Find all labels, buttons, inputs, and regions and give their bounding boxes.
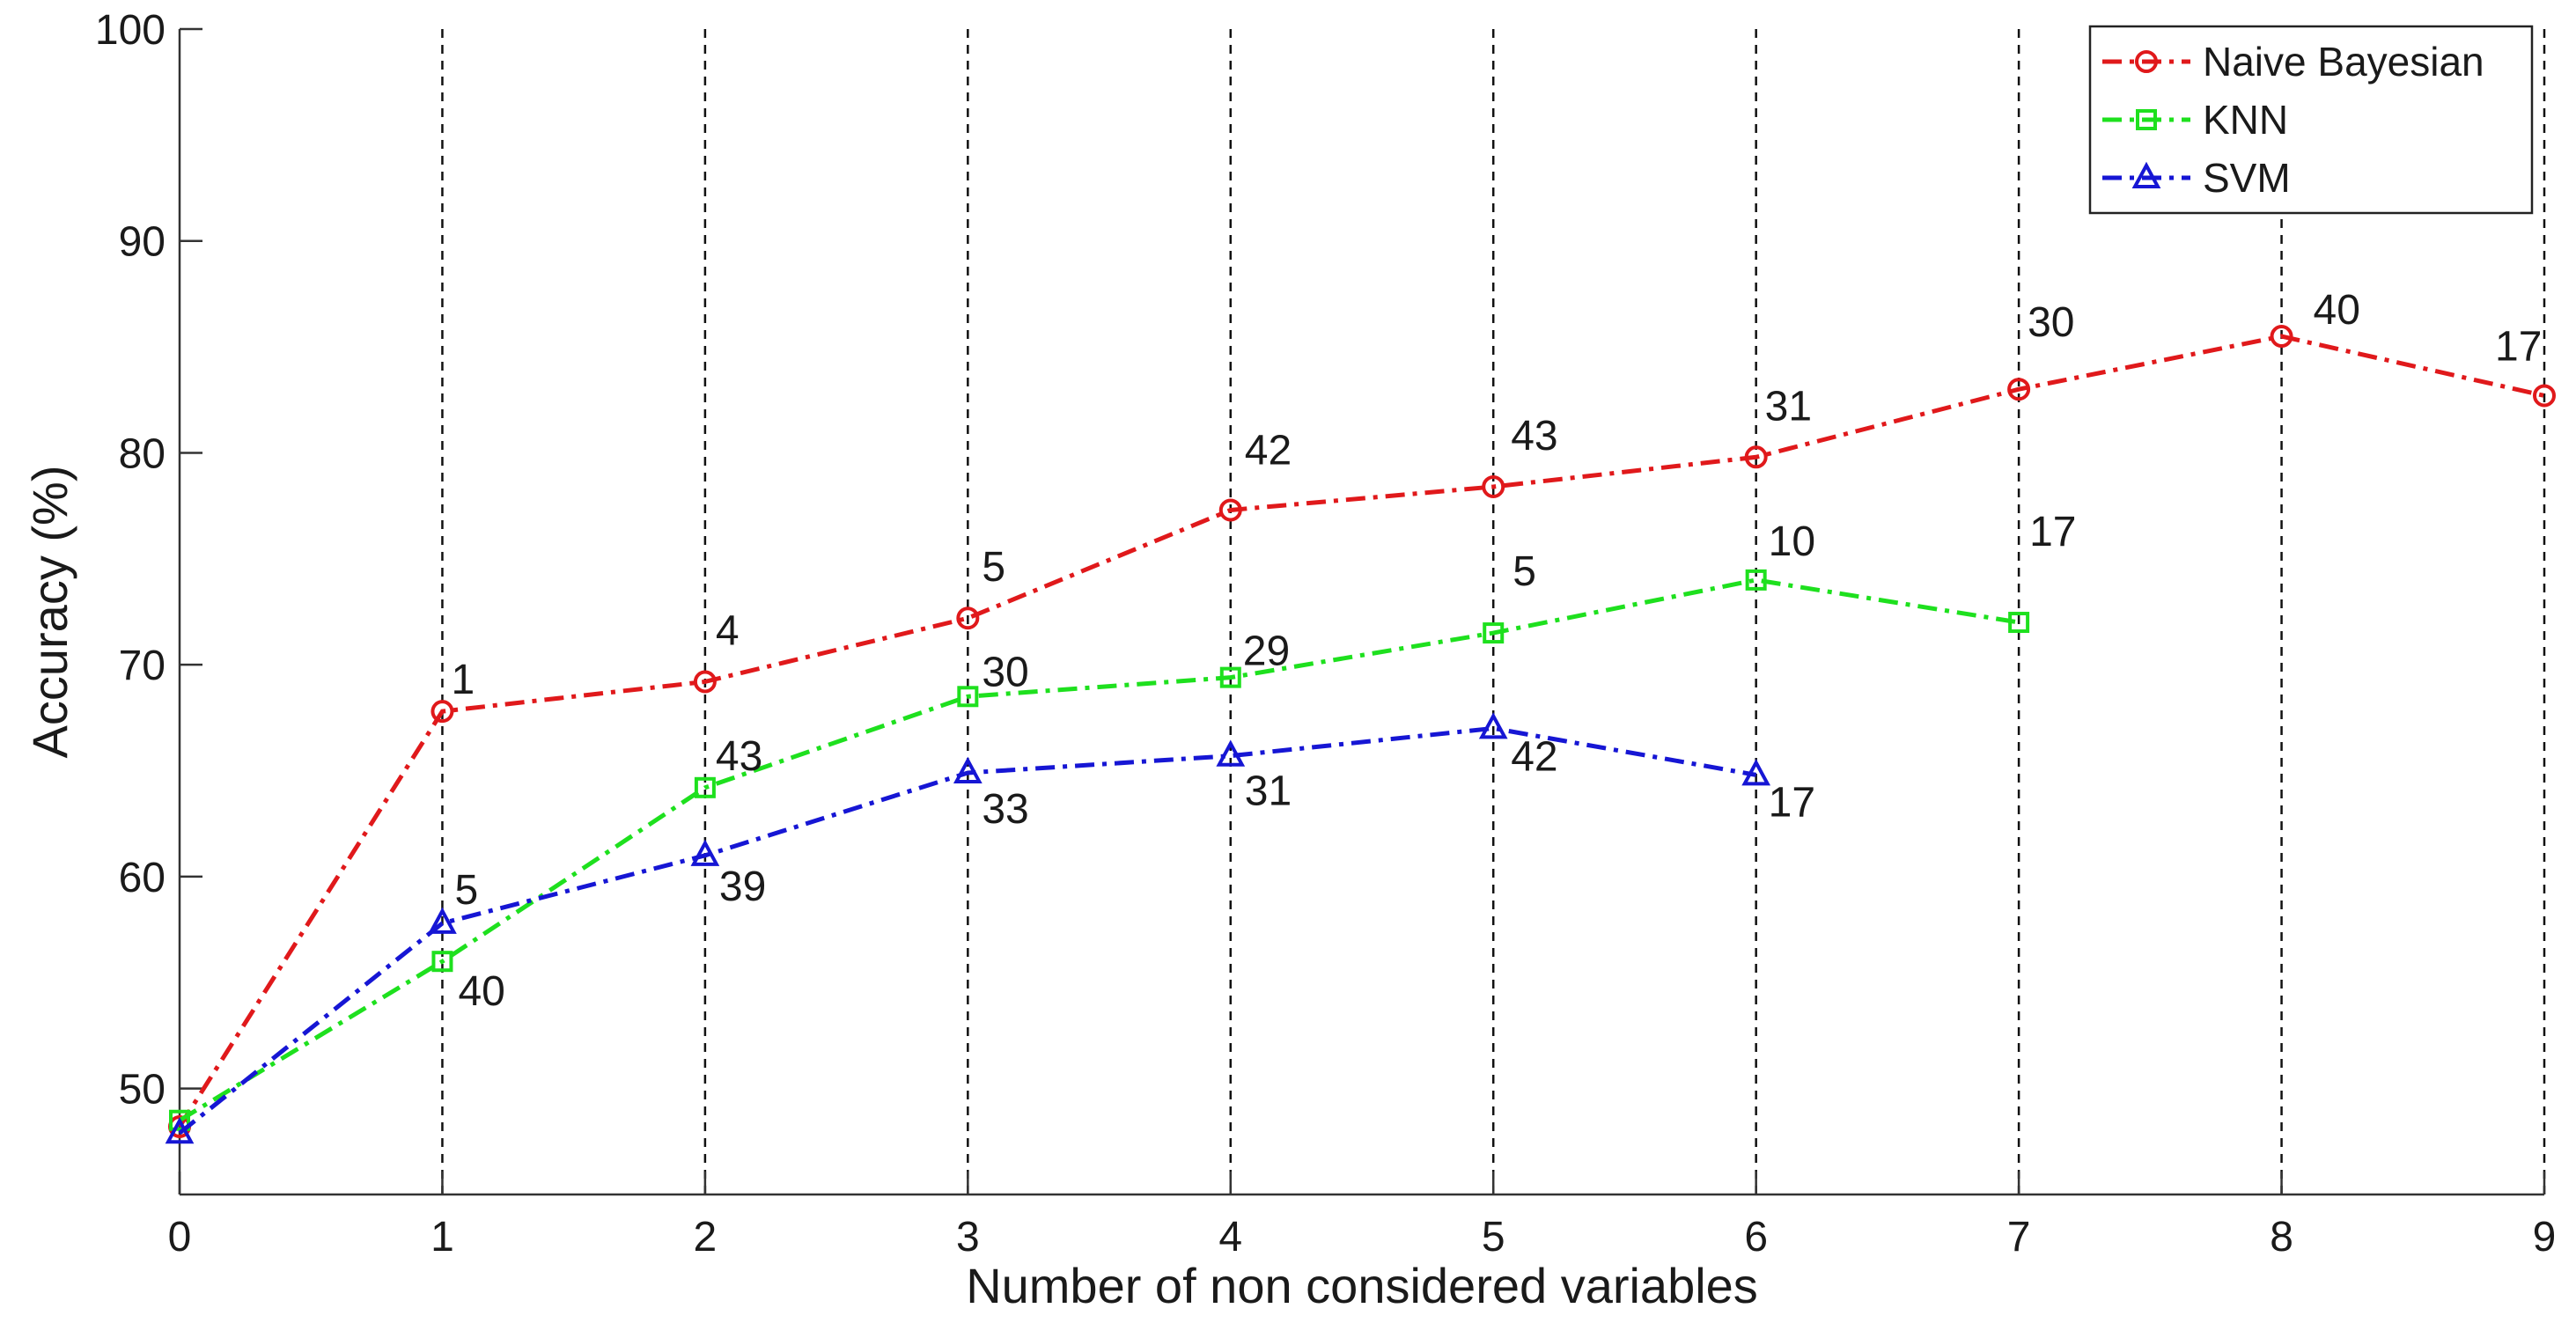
data-label: 17	[2495, 323, 2542, 370]
legend-label: SVM	[2203, 155, 2291, 201]
data-point	[694, 776, 716, 798]
data-point	[431, 700, 454, 724]
series-line	[177, 334, 2545, 1128]
grid-layer	[441, 29, 2546, 1194]
point-labels-layer: 1 4 5 42 43 31 30 40 17 40 43 30 29 5 10 17 5 39 33 31 42 17	[451, 287, 2542, 1015]
data-label: 4	[716, 607, 740, 654]
y-tick-label: 90	[119, 219, 166, 266]
series-svm	[165, 712, 1771, 1144]
data-point	[1216, 739, 1246, 767]
x-tick-label: 8	[2270, 1214, 2293, 1261]
data-point	[428, 907, 457, 934]
legend: Naive Bayesian KNN SVM	[2088, 25, 2534, 215]
data-point	[2008, 612, 2030, 634]
axes-layer: 50 60 70 80 90 100 0 1 2 3 4 5 6 7 8 9	[95, 7, 2556, 1261]
data-label: 17	[1769, 779, 1815, 826]
x-tick-label: 6	[1744, 1214, 1768, 1261]
data-point	[693, 670, 717, 694]
data-label: 30	[982, 649, 1028, 695]
data-label: 5	[982, 544, 1005, 591]
data-point	[1482, 474, 1505, 498]
x-axis-title: Number of non considered variables	[966, 1258, 1758, 1313]
legend-label: KNN	[2203, 97, 2288, 143]
series-knn	[169, 569, 2030, 1131]
data-point	[690, 839, 720, 866]
data-point	[1478, 712, 1508, 739]
y-tick-label: 100	[95, 7, 166, 54]
legend-marker	[2131, 161, 2161, 188]
data-label: 33	[982, 786, 1028, 833]
data-point	[1741, 759, 1771, 786]
series-layer	[165, 325, 2556, 1144]
y-tick-label: 50	[119, 1067, 166, 1114]
data-point	[1483, 622, 1505, 644]
data-label: 1	[451, 657, 475, 703]
data-label: 31	[1245, 768, 1292, 815]
series-line	[178, 577, 2020, 1122]
data-point	[2270, 325, 2293, 349]
data-point	[1218, 498, 1242, 522]
y-tick-label: 60	[119, 855, 166, 901]
y-tick-label: 70	[119, 643, 166, 689]
data-point	[431, 951, 453, 973]
y-tick-label: 80	[119, 430, 166, 477]
data-point	[1744, 445, 1768, 469]
x-tick-label: 0	[168, 1214, 192, 1261]
data-label: 40	[458, 968, 504, 1015]
data-label: 29	[1243, 628, 1290, 675]
data-point	[2533, 384, 2556, 408]
legend-marker	[2135, 50, 2158, 73]
x-tick-label: 5	[1482, 1214, 1505, 1261]
x-tick-label: 7	[2007, 1214, 2031, 1261]
data-label: 31	[1765, 383, 1812, 430]
x-tick-label: 9	[2533, 1214, 2557, 1261]
data-point	[953, 756, 983, 783]
data-label: 42	[1245, 427, 1292, 474]
data-label: 43	[1511, 413, 1557, 459]
data-label: 5	[454, 867, 478, 914]
series-line	[178, 725, 1757, 1136]
x-tick-label: 2	[694, 1214, 718, 1261]
data-point	[1745, 569, 1767, 591]
data-label: 43	[716, 733, 762, 780]
data-point	[957, 686, 979, 708]
legend-marker	[2136, 109, 2157, 130]
data-point	[165, 1116, 195, 1144]
data-point	[956, 606, 980, 630]
data-point	[2007, 378, 2031, 401]
x-tick-label: 4	[1218, 1214, 1242, 1261]
data-point	[169, 1109, 190, 1131]
x-tick-label: 1	[431, 1214, 454, 1261]
legend-label: Naive Bayesian	[2203, 39, 2484, 85]
data-label: 39	[719, 864, 766, 910]
data-label: 10	[1769, 518, 1815, 565]
data-label: 5	[1512, 548, 1536, 595]
legend-box	[2088, 25, 2534, 215]
data-label: 17	[2029, 509, 2076, 555]
series-naive-bayesian	[168, 325, 2556, 1138]
y-axis-title: Accuracy (%)	[22, 466, 77, 759]
data-label: 40	[2314, 287, 2360, 334]
data-label: 30	[2028, 299, 2074, 346]
data-label: 42	[1511, 733, 1557, 780]
x-tick-label: 3	[956, 1214, 980, 1261]
data-point	[1219, 666, 1241, 688]
